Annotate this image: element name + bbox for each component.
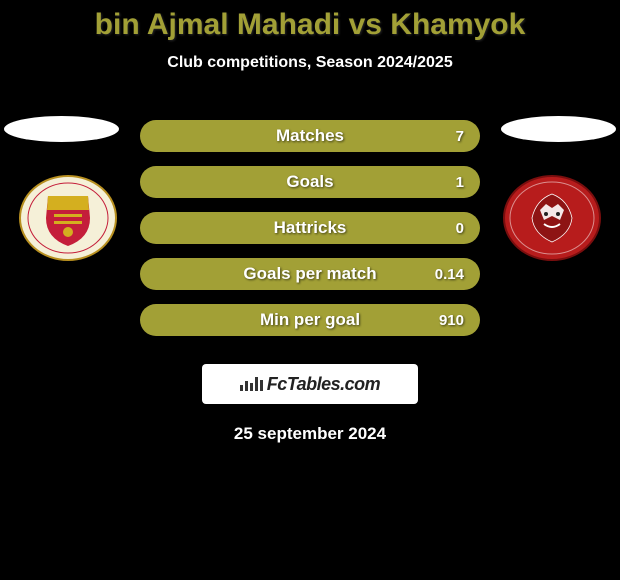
stat-value: 0.14 — [435, 266, 464, 283]
stat-rows: Matches 7 Goals 1 Hattricks 0 Goals per match 0… — [140, 102, 480, 336]
stat-row: Goals per match 0.14 — [140, 258, 480, 290]
stat-value: 910 — [439, 312, 464, 329]
stat-row: Hattricks 0 — [140, 212, 480, 244]
player-marker-right — [501, 116, 616, 142]
stat-value: 7 — [456, 128, 464, 145]
stat-row: Min per goal 910 — [140, 304, 480, 336]
date-text: 25 september 2024 — [0, 424, 620, 444]
subtitle: Club competitions, Season 2024/2025 — [0, 54, 620, 72]
stat-label: Hattricks — [274, 218, 347, 238]
stat-value: 0 — [456, 220, 464, 237]
stat-label: Goals per match — [243, 264, 376, 284]
player-marker-left — [4, 116, 119, 142]
stat-value: 1 — [456, 174, 464, 191]
logo-text: FcTables.com — [267, 374, 380, 395]
fctables-logo: FcTables.com — [202, 364, 418, 404]
stat-label: Min per goal — [260, 310, 360, 330]
club-crest-left — [18, 174, 118, 262]
stats-area: Matches 7 Goals 1 Hattricks 0 Goals per match 0… — [0, 102, 620, 336]
page-title: bin Ajmal Mahadi vs Khamyok — [0, 0, 620, 42]
stat-label: Goals — [286, 172, 333, 192]
chart-bars-icon — [240, 377, 263, 391]
stat-row: Matches 7 — [140, 120, 480, 152]
stat-label: Matches — [276, 126, 344, 146]
club-crest-right — [502, 174, 602, 262]
stat-row: Goals 1 — [140, 166, 480, 198]
